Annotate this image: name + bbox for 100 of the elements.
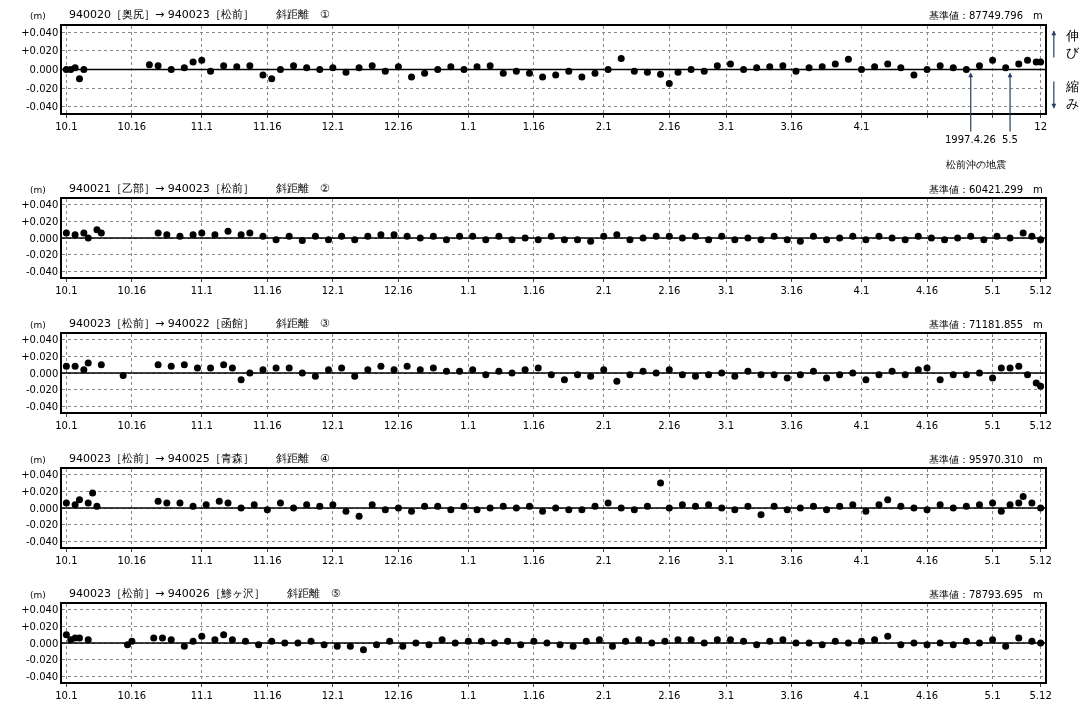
x-tick-label: 11.16 (253, 419, 282, 431)
y-tick-label: -0.040 (26, 535, 59, 547)
y-tick-label: 0.000 (29, 367, 59, 379)
annotation: 5.5 (1002, 134, 1018, 145)
x-tick-label: 11.16 (253, 120, 282, 132)
x-tick-label: 1.16 (522, 689, 545, 701)
x-tick-label: 10.16 (117, 120, 147, 132)
chart-subtitle: 基準値：95970.310 m (929, 454, 1043, 465)
text: 伸び (1065, 28, 1080, 60)
x-tick-label: 2.16 (658, 689, 681, 701)
chart-title: 940023［松前］→ 940025［青森］ 斜距離 ④ (69, 452, 330, 465)
y-tick-label: +0.040 (21, 469, 59, 481)
x-tick-label: 10.16 (117, 689, 147, 701)
x-tick-label: 5.12 (1029, 689, 1052, 701)
chart-title: 940023［松前］→ 940022［函館］ 斜距離 ③ (69, 317, 330, 330)
x-tick-label: 5.1 (984, 689, 1001, 701)
x-tick-label: 2.16 (658, 554, 681, 566)
x-tick-label: 12.16 (384, 419, 413, 431)
y-axis-title: (m) (30, 455, 46, 465)
x-tick-label: 12.16 (384, 689, 413, 701)
x-tick-label: 2.1 (595, 419, 612, 431)
x-tick-label: 4.1 (853, 419, 870, 431)
x-tick-label: 12.16 (384, 120, 413, 132)
x-tick-label: 10.1 (55, 419, 78, 431)
y-axis-title: (m) (30, 590, 46, 600)
y-tick-label: 0.000 (29, 502, 59, 514)
x-tick-label: 2.16 (658, 120, 681, 132)
x-tick-label: 11.1 (190, 419, 213, 431)
y-tick-label: -0.040 (26, 101, 59, 113)
x-tick-label: 3.16 (780, 419, 803, 431)
chart-subtitle: 基準値：87749.796 m (929, 10, 1043, 21)
x-tick-label: 12.1 (321, 419, 344, 431)
text: 縮み (1065, 79, 1079, 111)
chart-title: 940023［松前］→ 940026［鯵ヶ沢］ 斜距離 ⑤ (69, 587, 341, 600)
y-axis-title: (m) (30, 185, 46, 195)
x-tick-label: 5.1 (984, 284, 1001, 296)
x-tick-label: 4.16 (915, 554, 939, 566)
x-tick-label: 1.16 (522, 120, 545, 132)
x-tick-label: 10.1 (55, 689, 78, 701)
y-tick-label: -0.040 (26, 265, 59, 277)
x-tick-label: 5.12 (1029, 419, 1052, 431)
x-tick-label: 4.16 (915, 419, 939, 431)
x-tick-label: 10.1 (55, 284, 78, 296)
y-tick-label: -0.040 (26, 400, 59, 412)
x-tick-label: 11.1 (190, 689, 213, 701)
x-tick-label: 4.1 (853, 554, 870, 566)
y-tick-label: +0.020 (21, 350, 59, 362)
x-tick-label: 1.1 (460, 120, 477, 132)
y-tick-label: -0.020 (26, 249, 59, 261)
x-tick-label: 3.16 (780, 554, 803, 566)
x-tick-label: 4.1 (853, 284, 870, 296)
x-tick-label: 11.16 (253, 689, 282, 701)
x-tick-label: 1.16 (522, 419, 545, 431)
x-tick-label: 3.1 (718, 120, 735, 132)
chart-subtitle: 基準値：78793.695 m (929, 589, 1043, 600)
x-tick-label: 1.16 (522, 554, 545, 566)
x-tick-label: 12.1 (321, 284, 344, 296)
x-tick-label: 12.1 (321, 689, 344, 701)
x-tick-label: 3.1 (718, 284, 735, 296)
x-tick-label: 11.16 (253, 284, 282, 296)
x-tick-label: 11.1 (190, 120, 213, 132)
chart-title: 940021［乙部］→ 940023［松前］ 斜距離 ② (69, 182, 330, 195)
y-tick-label: +0.040 (21, 334, 59, 346)
y-tick-label: -0.020 (26, 384, 59, 396)
x-tick-label: 3.16 (780, 120, 803, 132)
y-tick-label: +0.020 (21, 45, 59, 57)
x-tick-label: 2.1 (595, 120, 612, 132)
y-tick-label: -0.020 (26, 654, 59, 666)
y-tick-label: +0.020 (21, 215, 59, 227)
y-tick-label: +0.040 (21, 604, 59, 616)
x-tick-label: 10.1 (55, 554, 78, 566)
x-tick-label: 5.1 (984, 554, 1001, 566)
x-tick-label: 11.1 (190, 554, 213, 566)
x-tick-label: 1.1 (460, 554, 477, 566)
x-tick-label: 1.1 (460, 689, 477, 701)
y-tick-label: -0.020 (26, 519, 59, 531)
x-tick-label: 11.16 (253, 554, 282, 566)
x-tick-label: 3.1 (718, 419, 735, 431)
chart-title: 940020［奥尻］→ 940023［松前］ 斜距離 ① (69, 8, 330, 21)
x-tick-label: 2.1 (595, 284, 612, 296)
x-tick-label: 10.16 (117, 554, 147, 566)
x-tick-label: 4.16 (915, 284, 939, 296)
x-tick-label: 12.16 (384, 554, 413, 566)
x-tick-label: 4.16 (915, 689, 939, 701)
chart-subtitle: 基準値：60421.299 m (929, 184, 1043, 195)
x-tick-label: 10.1 (55, 120, 78, 132)
x-tick-label: 4.1 (853, 120, 870, 132)
x-tick-label: 1.16 (522, 284, 545, 296)
text: 松前沖の地震 (946, 159, 1006, 170)
x-tick-label: 2.16 (658, 419, 681, 431)
x-tick-label: 2.16 (658, 284, 681, 296)
y-tick-label: +0.020 (21, 485, 59, 497)
x-tick-label: 12.1 (321, 554, 344, 566)
annotation: 1997.4.26 (945, 134, 996, 145)
y-tick-label: 0.000 (29, 232, 59, 244)
y-tick-label: +0.040 (21, 199, 59, 211)
x-tick-label: 12.16 (384, 284, 413, 296)
x-tick-label: 3.1 (718, 554, 735, 566)
x-tick-label: 1.1 (460, 419, 477, 431)
x-tick-label: 2.1 (595, 689, 612, 701)
